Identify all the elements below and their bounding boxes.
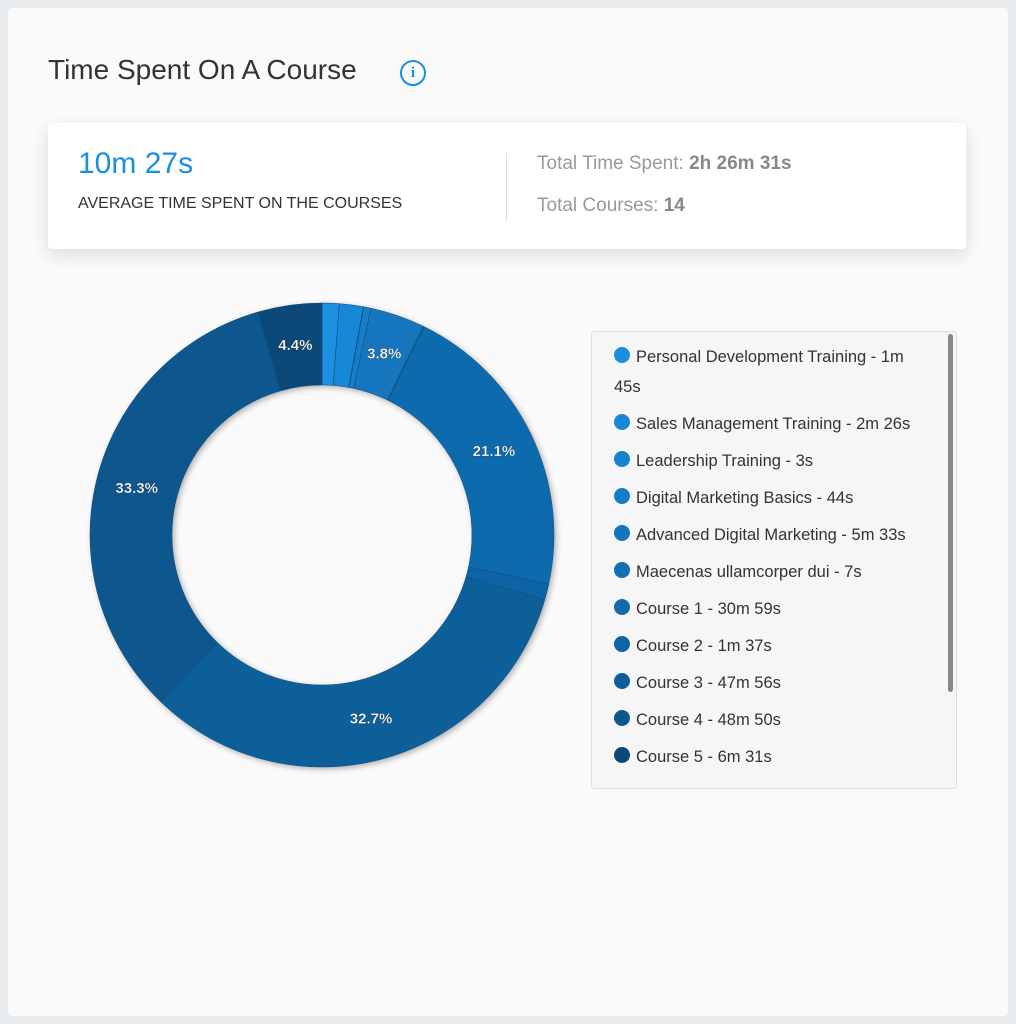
legend-item[interactable]: Digital Marketing Basics - 44s — [614, 483, 928, 513]
data-label: 33.3% — [115, 480, 158, 497]
legend-dot — [614, 636, 630, 652]
title: Time Spent On A Course — [48, 54, 357, 85]
average-value: 10m 27s — [78, 147, 194, 180]
slice — [257, 302, 323, 392]
legend-text: Maecenas ullamcorper dui - 7s — [636, 563, 862, 581]
scrollbar[interactable] — [948, 334, 953, 692]
legend-text: Course 1 - 30m 59s — [636, 600, 781, 618]
legend-item[interactable]: Maecenas ullamcorper dui - 7s — [614, 557, 928, 587]
legend-text: Course 4 - 48m 50s — [636, 711, 781, 729]
legend-dot — [614, 347, 630, 363]
info-icon[interactable]: i — [400, 60, 426, 86]
label: Total Courses: — [537, 195, 659, 216]
legend-dot — [614, 710, 630, 726]
legend-dot — [614, 747, 630, 763]
legend-text: Leadership Training - 3s — [636, 452, 814, 470]
value: 14 — [663, 195, 685, 216]
legend-item[interactable]: Advanced Digital Marketing - 5m 33s — [614, 520, 928, 550]
legend-text: Personal Development Training - 1m 45s — [614, 348, 904, 396]
legend-item[interactable]: Course 2 - 1m 37s — [614, 631, 928, 661]
legend-dot — [614, 562, 630, 578]
data-label: 21.1% — [473, 443, 516, 460]
data-label: 3.8% — [367, 345, 401, 362]
divider — [506, 153, 507, 221]
legend-dot — [614, 488, 630, 504]
total-courses: Total Courses: 14 — [537, 195, 685, 217]
donut-chart: 3.8% 21.1% 32.7% 33.3% 4.4% — [89, 302, 555, 768]
slice — [387, 326, 555, 585]
legend-item[interactable]: Sales Management Training - 2m 26s — [614, 409, 928, 439]
card: Time Spent On A Course i 10m 27s AVERAGE… — [8, 8, 1008, 1016]
value: 2h 26m 31s — [689, 153, 792, 174]
legend-item[interactable]: Personal Development Training - 1m 45s — [614, 342, 928, 402]
summary-box: 10m 27s AVERAGE TIME SPENT ON THE COURSE… — [48, 123, 966, 249]
legend-text: Course 2 - 1m 37s — [636, 637, 772, 655]
legend-item[interactable]: Course 5 - 6m 31s — [614, 742, 928, 772]
legend-dot — [614, 599, 630, 615]
slice — [160, 576, 546, 768]
legend-text: Digital Marketing Basics - 44s — [636, 489, 854, 507]
data-label: 4.4% — [278, 337, 312, 354]
legend-item[interactable]: Course 1 - 30m 59s — [614, 594, 928, 624]
total-time: Total Time Spent: 2h 26m 31s — [537, 153, 792, 175]
label: Total Time Spent: — [537, 153, 684, 174]
legend-dot — [614, 451, 630, 467]
legend-dot — [614, 525, 630, 541]
legend: Personal Development Training - 1m 45s Sa… — [591, 331, 957, 789]
slice — [89, 311, 281, 703]
legend-dot — [614, 673, 630, 689]
average-label: AVERAGE TIME SPENT ON THE COURSES — [78, 195, 403, 212]
legend-item[interactable]: Course 4 - 48m 50s — [614, 705, 928, 735]
legend-text: Course 3 - 47m 56s — [636, 674, 781, 692]
legend-text: Course 5 - 6m 31s — [636, 748, 772, 766]
legend-dot — [614, 414, 630, 430]
legend-item[interactable]: Leadership Training - 3s — [614, 446, 928, 476]
data-label: 32.7% — [350, 711, 393, 728]
legend-item[interactable]: Course 3 - 47m 56s — [614, 668, 928, 698]
legend-text: Advanced Digital Marketing - 5m 33s — [636, 526, 906, 544]
legend-text: Sales Management Training - 2m 26s — [636, 415, 911, 433]
